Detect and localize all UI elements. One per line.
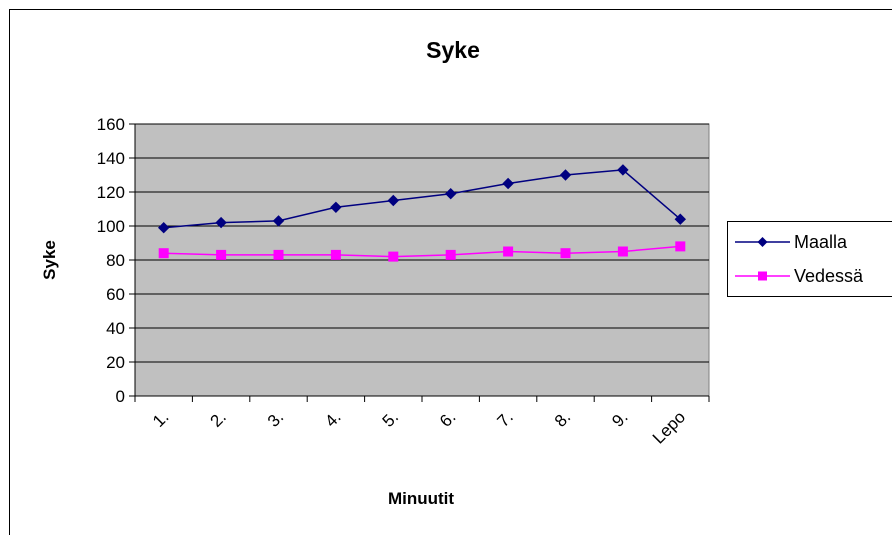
data-point <box>446 250 455 259</box>
data-point <box>618 247 627 256</box>
data-point <box>504 247 513 256</box>
legend-marker <box>758 272 767 281</box>
y-axis-title: Syke <box>40 240 59 280</box>
data-point <box>274 250 283 259</box>
y-tick-label: 120 <box>97 183 125 202</box>
y-tick-label: 140 <box>97 149 125 168</box>
y-tick-label: 160 <box>97 115 125 134</box>
legend: Maalla Vedessä <box>728 222 892 297</box>
data-point <box>389 252 398 261</box>
legend-label: Maalla <box>794 232 848 252</box>
x-axis-title: Minuutit <box>388 489 454 508</box>
y-tick-label: 0 <box>116 387 125 406</box>
data-point <box>331 250 340 259</box>
legend-label: Vedessä <box>794 266 864 286</box>
data-point <box>217 250 226 259</box>
chart-title: Syke <box>426 37 480 63</box>
y-tick-label: 80 <box>106 251 125 270</box>
data-point <box>159 249 168 258</box>
y-tick-label: 60 <box>106 285 125 304</box>
y-tick-label: 40 <box>106 319 125 338</box>
y-tick-label: 20 <box>106 353 125 372</box>
data-point <box>561 249 570 258</box>
data-point <box>676 242 685 251</box>
y-tick-label: 100 <box>97 217 125 236</box>
